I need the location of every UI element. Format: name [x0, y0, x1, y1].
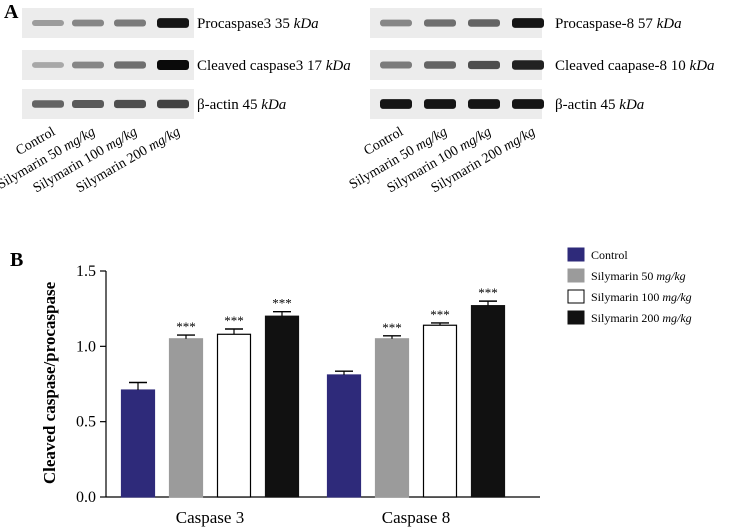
legend-label: Silymarin 100 mg/kg	[591, 290, 692, 304]
blot-band	[72, 19, 104, 27]
blot-band	[157, 60, 189, 70]
blot-row-label: Cleaved caspase3 17 kDa	[197, 58, 351, 74]
legend-label-text: Silymarin 50	[591, 269, 656, 283]
y-tick-label: 0.0	[76, 489, 96, 506]
bar	[120, 389, 156, 498]
blot-band	[157, 18, 189, 28]
y-tick-label: 1.5	[76, 263, 96, 280]
blot-row-label: β-actin 45 kDa	[197, 97, 286, 113]
legend-swatch	[567, 247, 585, 262]
blot-row-label-text: Cleaved caspase3 17	[197, 58, 326, 74]
legend-swatch	[567, 289, 585, 304]
bar	[216, 333, 252, 498]
blot-row-label: Cleaved caapase-8 10 kDa	[555, 58, 715, 74]
blot-band	[424, 61, 456, 69]
blot-row-label: Procaspase3 35 kDa	[197, 16, 319, 32]
blot-row-label: Procaspase-8 57 kDa	[555, 16, 682, 32]
blot-band	[32, 62, 64, 68]
blot-band	[32, 100, 64, 108]
legend-label-text: Silymarin 100	[591, 290, 662, 304]
legend-label: Silymarin 50 mg/kg	[591, 269, 686, 283]
blot-band	[157, 99, 189, 109]
legend-label-text: Control	[591, 248, 628, 262]
panel-a-label: A	[4, 1, 19, 23]
legend-label-unit: mg/kg	[662, 311, 691, 325]
blot-band	[114, 61, 146, 69]
bar	[470, 305, 506, 498]
bar	[326, 374, 362, 498]
legend-label-text: Silymarin 200	[591, 311, 662, 325]
y-axis-label: Cleaved caspase/procaspase	[40, 281, 59, 484]
blot-band	[380, 61, 412, 69]
blot-band	[114, 19, 146, 27]
bar	[168, 338, 204, 498]
x-category-label: Caspase 8	[382, 508, 450, 527]
lane-label-unit: mg/kg	[501, 124, 538, 154]
legend-swatch	[567, 268, 585, 283]
blot-row-label-unit: kDa	[261, 97, 286, 113]
blot-row-label-text: β-actin 45	[555, 97, 619, 113]
blot-band	[468, 19, 500, 27]
legend-swatch	[567, 310, 585, 325]
bar	[264, 315, 300, 498]
significance-marker: ***	[224, 313, 244, 328]
legend-label-unit: mg/kg	[662, 290, 691, 304]
bar	[374, 338, 410, 498]
legend-label: Silymarin 200 mg/kg	[591, 311, 692, 325]
bar-chart: 0.0 0.5 1.0 1.5 Cleaved caspase/procaspase **…	[40, 263, 540, 527]
blot-band	[512, 18, 544, 28]
blot-row-label-text: β-actin 45	[197, 97, 261, 113]
blot-row-label-unit: kDa	[690, 58, 715, 74]
blot-row-label-text: Procaspase3 35	[197, 16, 294, 32]
blot-band	[72, 61, 104, 69]
blot-band	[72, 100, 104, 108]
blot-band	[512, 60, 544, 70]
y-tick-label: 1.0	[76, 338, 96, 355]
blot-band	[114, 99, 146, 109]
blot-row-label-unit: kDa	[326, 58, 351, 74]
blot-band	[424, 19, 456, 27]
legend-label-unit: mg/kg	[656, 269, 685, 283]
significance-marker: ***	[176, 319, 196, 334]
x-category-label: Caspase 3	[176, 508, 244, 527]
blot-band	[424, 99, 456, 109]
blot-band	[468, 60, 500, 70]
y-tick-label: 0.5	[76, 414, 96, 431]
blot-row-label-unit: kDa	[619, 97, 644, 113]
blot-row-label-unit: kDa	[294, 16, 319, 32]
blot-band	[468, 99, 500, 109]
blot-row-label-unit: kDa	[657, 16, 682, 32]
significance-marker: ***	[478, 285, 498, 300]
legend-label: Control	[591, 248, 628, 262]
blot-band	[32, 19, 64, 27]
significance-marker: ***	[272, 296, 292, 311]
blot-row-label-text: Procaspase-8 57	[555, 16, 657, 32]
blot-row-label-text: Cleaved caapase-8 10	[555, 58, 690, 74]
bar	[422, 324, 458, 498]
blot-band	[380, 99, 412, 109]
panel-b-label: B	[10, 249, 23, 271]
significance-marker: ***	[382, 320, 402, 335]
blot-row-label: β-actin 45 kDa	[555, 97, 644, 113]
blot-band	[380, 19, 412, 27]
significance-marker: ***	[430, 307, 450, 322]
lane-label-unit: mg/kg	[146, 124, 183, 154]
blot-band	[512, 99, 544, 109]
